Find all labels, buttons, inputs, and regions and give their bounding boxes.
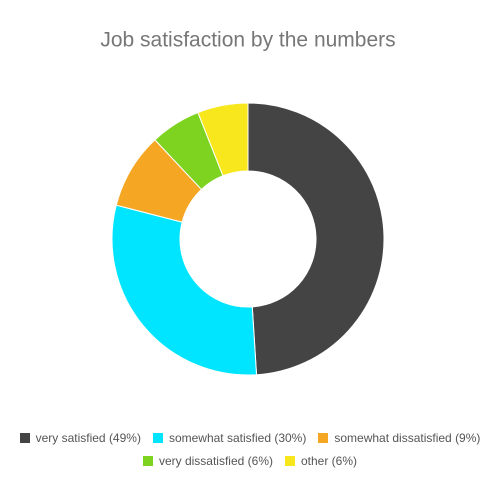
legend-swatch <box>142 455 153 466</box>
legend-swatch <box>19 432 30 443</box>
legend-label: very satisfied (49%) <box>35 430 141 445</box>
legend-item: very satisfied (49%) <box>19 429 141 446</box>
legend-item: very dissatisfied (6%) <box>142 452 273 469</box>
legend-swatch <box>285 455 295 466</box>
donut-slice <box>197 102 249 177</box>
legend-item: somewhat dissatisfied (9%) <box>318 429 480 446</box>
legend-swatch <box>318 432 329 443</box>
legend-label: very dissatisfied (6%) <box>158 453 273 468</box>
legend-label: other (6%) <box>301 453 358 468</box>
legend-swatch <box>152 432 163 443</box>
legend: very satisfied (49%) somewhat satisfied (… <box>10 429 490 469</box>
chart-title: Job satisfaction by the numbers <box>100 29 395 52</box>
legend-label: somewhat dissatisfied (9%) <box>334 430 481 445</box>
chart: Job satisfaction by the numbers <box>100 29 396 376</box>
donut-slice <box>111 204 258 376</box>
legend-label: somewhat satisfied (30%) <box>168 430 307 445</box>
donut-slice <box>247 102 385 376</box>
legend-item: somewhat satisfied (30%) <box>152 429 307 446</box>
legend-item: other (6%) <box>285 452 357 469</box>
